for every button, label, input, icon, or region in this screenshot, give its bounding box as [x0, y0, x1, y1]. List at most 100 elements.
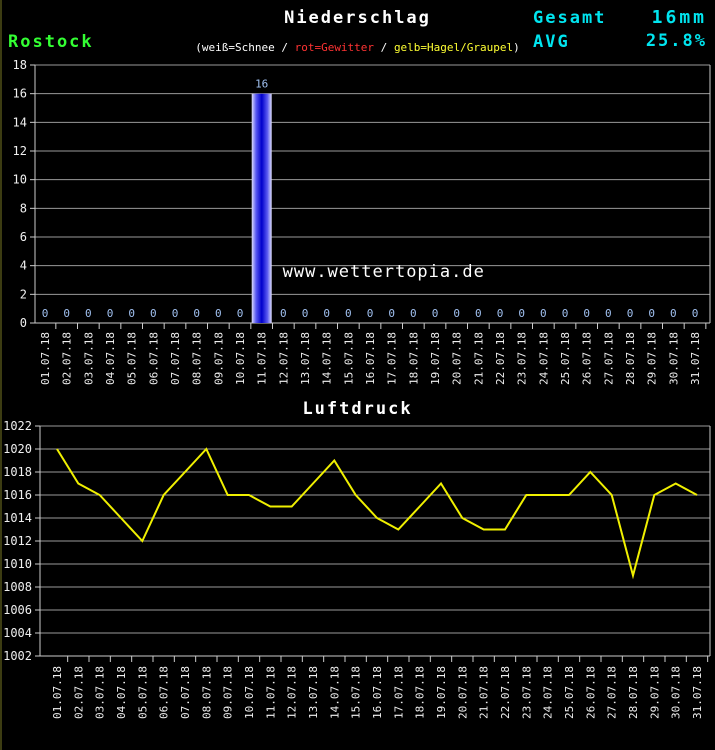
bar-value-label: 0	[237, 307, 244, 320]
y-axis-label: 12	[13, 144, 27, 158]
y-axis-label: 1020	[3, 442, 32, 456]
x-axis-label: 02.07.18	[72, 666, 85, 719]
x-axis-label: 10.07.18	[234, 332, 247, 385]
y-axis-label: 1018	[3, 465, 32, 479]
bar-value-label: 0	[518, 307, 525, 320]
bar-value-label: 0	[128, 307, 135, 320]
y-axis-label: 16	[13, 87, 27, 101]
total-value: 16mm	[651, 7, 707, 28]
x-axis-label: 23.07.18	[520, 666, 533, 719]
bar-value-label: 0	[85, 307, 92, 320]
bar-value-label: 0	[345, 307, 352, 320]
x-axis-label: 02.07.18	[61, 332, 74, 385]
x-axis-label: 22.07.18	[499, 666, 512, 719]
x-axis-label: 06.07.18	[158, 666, 171, 719]
x-axis-label: 10.07.18	[243, 666, 256, 719]
precipitation-chart: 0 2 4 6 8 10 12 14 16 18 01.07.18 02.07.18 03.07.18 0…	[13, 58, 711, 385]
bar-value-label: 0	[692, 307, 699, 320]
x-axis-label: 05.07.18	[136, 666, 149, 719]
y-axis-label: 1014	[3, 511, 32, 525]
y-axis-label: 1012	[3, 534, 32, 548]
x-axis-label: 05.07.18	[126, 332, 139, 385]
y-axis-label: 1006	[3, 603, 32, 617]
pressure-chart-title: Luftdruck	[302, 399, 413, 419]
avg-label: AVG	[533, 32, 570, 52]
legend-snow-label: weiß=Schnee	[201, 41, 275, 54]
avg-value: 25.8%	[645, 31, 707, 51]
bar-value-label: 0	[432, 307, 439, 320]
bar-value-label: 0	[648, 307, 655, 320]
legend-thunderstorm-label: rot=Gewitter	[294, 41, 375, 54]
x-axis-label: 26.07.18	[581, 332, 594, 385]
y-axis-label: 10	[13, 173, 27, 187]
watermark: © www.wettertopia.de	[260, 262, 485, 282]
x-axis-label: 13.07.18	[299, 332, 312, 385]
y-axis-label: 8	[20, 201, 27, 215]
precipitation-bar	[251, 93, 272, 323]
bar-value-label: 0	[193, 307, 200, 320]
y-axis-label: 14	[13, 115, 27, 129]
x-axis-label: 11.07.18	[264, 666, 277, 719]
bar-value-label: 0	[280, 307, 287, 320]
legend-open: (	[195, 41, 202, 54]
legend-separator: /	[374, 41, 394, 54]
x-axis-label: 25.07.18	[559, 332, 572, 385]
station-label: Rostock	[8, 32, 94, 52]
bar-value-label: 0	[410, 307, 417, 320]
x-axis-label: 31.07.18	[689, 332, 702, 385]
bar-value-label: 0	[583, 307, 590, 320]
x-axis-label: 18.07.18	[407, 332, 420, 385]
x-axis-label: 01.07.18	[51, 666, 64, 719]
x-axis-label: 03.07.18	[94, 666, 107, 719]
x-axis-label: 18.07.18	[414, 666, 427, 719]
bar-value-label: 0	[107, 307, 114, 320]
x-axis-label: 26.07.18	[584, 666, 597, 719]
bar-value-label: 0	[172, 307, 179, 320]
y-axis-label: 1016	[3, 488, 32, 502]
legend-hail-label: gelb=Hagel/Graupel	[393, 41, 514, 54]
x-axis-label: 17.07.18	[392, 666, 405, 719]
x-axis-label: 25.07.18	[563, 666, 576, 719]
x-axis-label: 19.07.18	[429, 332, 442, 385]
x-axis-label: 24.07.18	[537, 332, 550, 385]
y-axis-label: 18	[13, 58, 27, 72]
y-axis-label: 0	[20, 316, 27, 330]
pressure-chart: 1002 1004 1006 1008 1010 1012 1014 1016 1018 1020…	[3, 419, 711, 719]
x-axis-label: 13.07.18	[307, 666, 320, 719]
bar-value-label: 0	[63, 307, 70, 320]
x-axis-label: 23.07.18	[516, 332, 529, 385]
bar-value-label: 0	[497, 307, 504, 320]
x-axis-label: 07.07.18	[179, 666, 192, 719]
x-axis-label: 17.07.18	[386, 332, 399, 385]
x-axis-label: 15.07.18	[342, 332, 355, 385]
x-axis-label: 28.07.18	[624, 332, 637, 385]
x-axis-label: 06.07.18	[147, 332, 160, 385]
x-axis-label: 29.07.18	[648, 666, 661, 719]
left-edge-strip	[0, 0, 2, 750]
x-axis-label: 31.07.18	[691, 666, 704, 719]
x-axis-label: 03.07.18	[82, 332, 95, 385]
legend-separator: /	[274, 41, 295, 54]
x-axis-label: 14.07.18	[321, 332, 334, 385]
x-axis-label: 27.07.18	[606, 666, 619, 719]
bar-value-label: 0	[150, 307, 157, 320]
x-axis-label: 30.07.18	[667, 332, 680, 385]
y-axis-label: 1004	[3, 626, 32, 640]
bar-value-label: 0	[605, 307, 612, 320]
x-axis-label: 19.07.18	[435, 666, 448, 719]
x-axis-label: 24.07.18	[542, 666, 555, 719]
x-axis-label: 21.07.18	[478, 666, 491, 719]
y-axis-label: 2	[20, 287, 27, 301]
x-axis-label: 16.07.18	[364, 332, 377, 385]
bar-value-label: 0	[302, 307, 309, 320]
x-axis-label: 22.07.18	[494, 332, 507, 385]
total-label: Gesamt	[533, 8, 607, 28]
y-axis-label: 1022	[3, 419, 32, 433]
x-axis-label: 08.07.18	[191, 332, 204, 385]
bar-value-label: 0	[562, 307, 569, 320]
x-axis-label: 12.07.18	[277, 332, 290, 385]
x-axis-label: 21.07.18	[472, 332, 485, 385]
x-axis-label: 07.07.18	[169, 332, 182, 385]
x-axis-label: 20.07.18	[456, 666, 469, 719]
